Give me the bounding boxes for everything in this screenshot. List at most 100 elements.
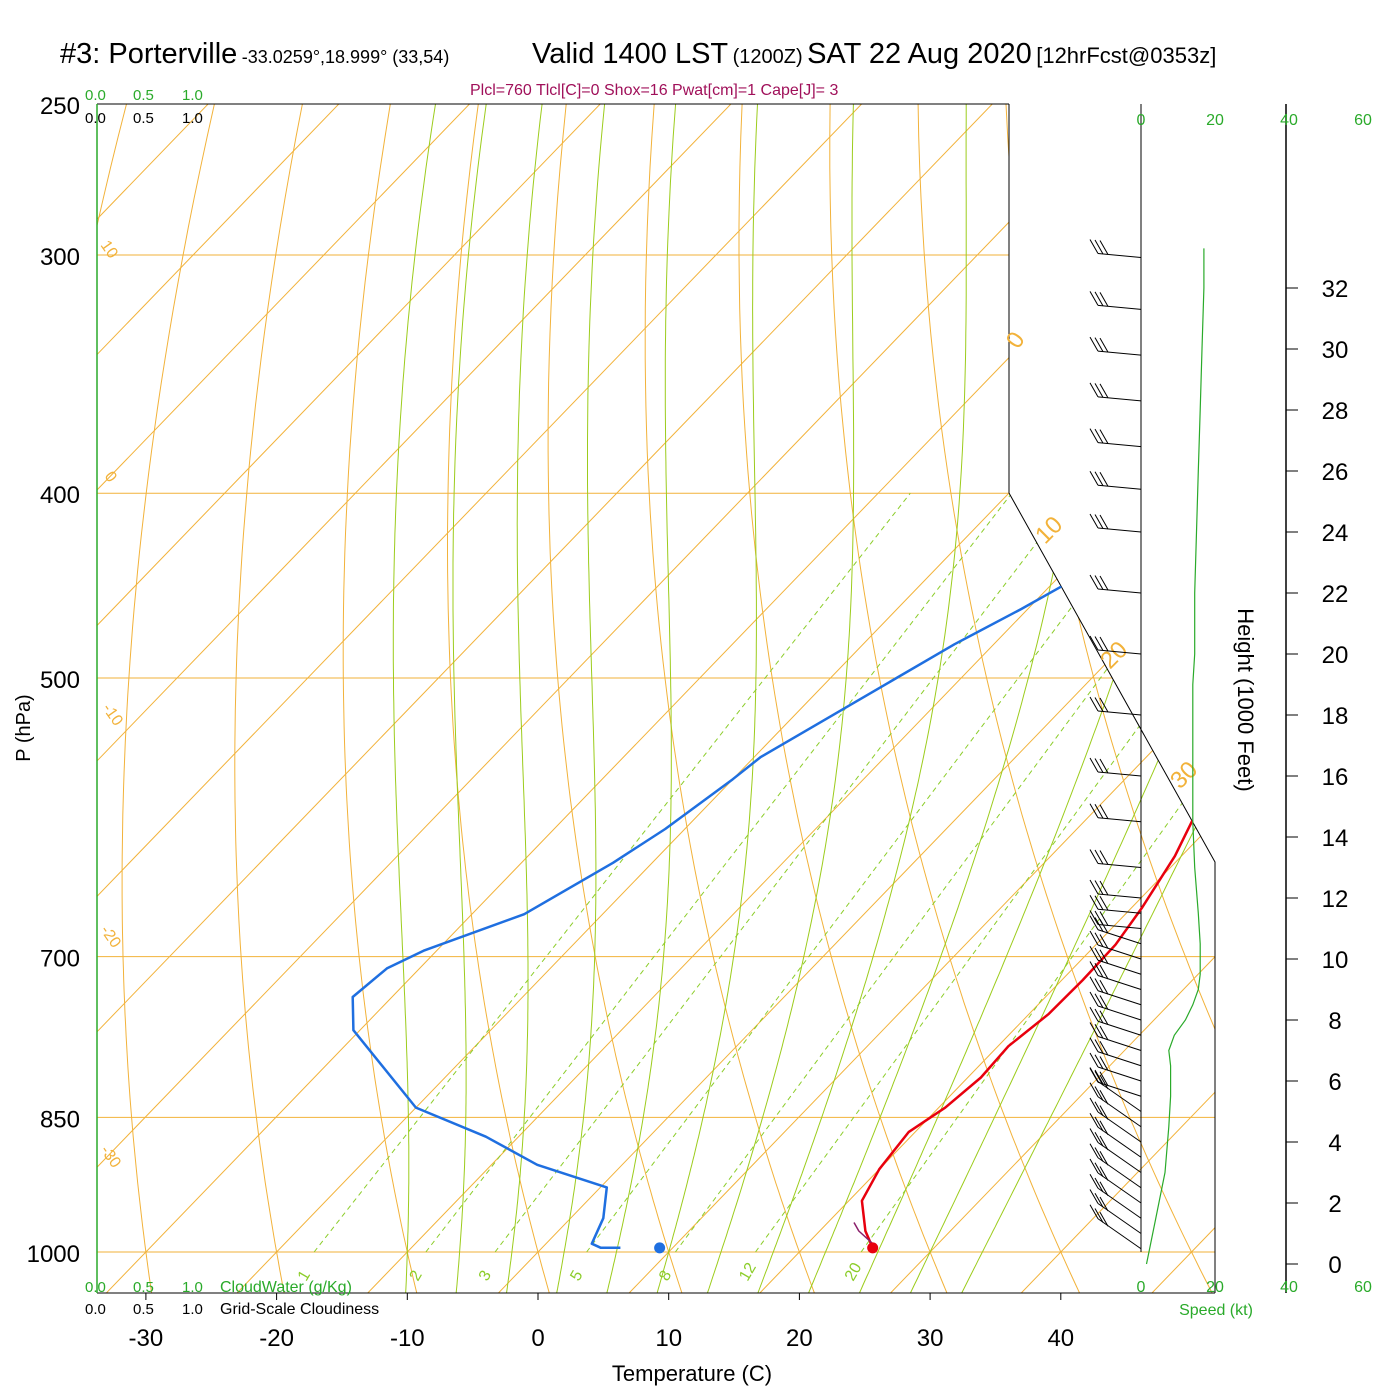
wind-barb (1089, 961, 1142, 990)
wind-barb (1089, 1158, 1142, 1204)
isotherm-label: -10 (99, 701, 126, 730)
dry-adiabat-line (644, 104, 827, 1293)
cloudiness-tick-label-bottom: 0.0 (85, 1301, 106, 1318)
wind-barb (1089, 1189, 1142, 1234)
wind-barb (1089, 471, 1142, 490)
dry-adiabat-line (234, 104, 310, 1293)
wind-barb (1089, 1204, 1142, 1250)
cloudiness-tick-label-bottom: 0.5 (133, 1301, 154, 1318)
temperature-profile-line (860, 120, 1215, 1249)
speed-tick-label-bottom: 20 (1206, 1279, 1224, 1296)
height-tick-label: 6 (1328, 1069, 1341, 1096)
isotherm-line (97, 104, 895, 1293)
wind-barb (1089, 1097, 1142, 1143)
height-axis-label: Height (1000 Feet) (1233, 608, 1258, 791)
isotherm-label: 0 (1001, 327, 1031, 353)
dry-adiabat-line (1352, 70, 1400, 1323)
valid-date: SAT 22 Aug 2020 (807, 38, 1032, 70)
mixing-ratio-line (860, 492, 1215, 1253)
isotherm-line (730, 104, 1215, 1293)
height-tick-label: 2 (1328, 1191, 1341, 1218)
wind-barb (1089, 574, 1142, 594)
moist-adiabat-line (945, 104, 1215, 1293)
moist-adiabat-line (696, 104, 855, 1293)
wind-barb (1089, 1037, 1142, 1067)
wind-barb (1089, 895, 1142, 914)
wind-barb (1089, 1067, 1142, 1112)
wind-barb (1089, 946, 1142, 975)
moist-adiabat-line (452, 104, 492, 1293)
wind-barb (1089, 803, 1142, 823)
wind-speed-profile (1145, 248, 1205, 1265)
speed-tick-label-top: 20 (1206, 112, 1224, 129)
wind-barb (1089, 1007, 1142, 1036)
height-tick-label: 12 (1322, 886, 1349, 913)
wind-barb (1089, 336, 1142, 356)
temperature-tick-label: 40 (1047, 1325, 1074, 1352)
cloudwater-tick-label-bottom: 1.0 (182, 1279, 203, 1296)
height-tick-label: 4 (1328, 1130, 1341, 1157)
cloudwater-tick-label-bottom: 0.5 (133, 1279, 154, 1296)
cloudiness-tick-label-top: 0.0 (85, 110, 106, 127)
wind-barb (1089, 1174, 1142, 1219)
isotherm-line (97, 104, 764, 1293)
wind-barb (1089, 849, 1142, 868)
temperature-tick-label: 10 (655, 1325, 682, 1352)
cloudwater-tick-label-top: 0.0 (85, 87, 106, 104)
pressure-tick-label: 850 (40, 1106, 80, 1133)
isotherm-line (338, 104, 1215, 1293)
isotherm-label: 30 (1165, 756, 1203, 794)
isotherm-label: -30 (97, 1143, 124, 1172)
surface-dewpoint-point (654, 1242, 666, 1254)
speed-tick-label-top: 60 (1354, 112, 1372, 129)
mixing-ratio-label: 2 (407, 1268, 426, 1284)
pressure-tick-label: 300 (40, 244, 80, 271)
cloudwater-tick-label-top: 1.0 (182, 87, 203, 104)
height-tick-label: 20 (1322, 642, 1349, 669)
height-tick-label: 28 (1322, 398, 1349, 425)
height-tick-label: 30 (1322, 337, 1349, 364)
valid-time: Valid 1400 LST (1200Z) SAT 22 Aug 2020 [… (532, 38, 1216, 71)
surface-temperature-point (867, 1242, 879, 1254)
moist-adiabat-line (647, 104, 760, 1293)
isotherm-line (97, 104, 1026, 1293)
chart-title: #3: Porterville -33.0259°,18.999° (33,54… (60, 38, 449, 71)
moist-adiabat-line (598, 104, 679, 1293)
cloudiness-tick-label-top: 0.5 (133, 110, 154, 127)
sounding-params: Plcl=760 Tlcl[C]=0 Shox=16 Pwat[cm]=1 Ca… (470, 82, 839, 99)
dry-adiabat-line (1178, 104, 1215, 1293)
height-tick-label: 8 (1328, 1008, 1341, 1035)
station-name: #3: Porterville (60, 38, 238, 70)
isotherm-line (599, 104, 1215, 1293)
mixing-ratio-label: 5 (567, 1268, 586, 1284)
wind-barb (1089, 1052, 1142, 1082)
pressure-tick-label: 500 (40, 667, 80, 694)
wind-barb (1089, 239, 1142, 258)
isotherm-line (97, 104, 372, 1293)
dry-adiabat-line (342, 104, 425, 1293)
wind-barb (1089, 930, 1142, 960)
isotherm-line (97, 104, 634, 1293)
wind-barb (1089, 1143, 1142, 1189)
cloudiness-tick-label-bottom: 1.0 (182, 1301, 203, 1318)
mixing-ratio-line (674, 492, 1215, 1253)
wind-barb (1089, 1128, 1142, 1173)
wind-barb (1089, 1113, 1142, 1158)
wind-barb (1089, 513, 1142, 533)
mixing-ratio-label: 20 (842, 1260, 866, 1284)
temperature-axis-label: Temperature (C) (612, 1361, 772, 1386)
height-tick-label: 10 (1322, 947, 1349, 974)
height-tick-label: 0 (1328, 1252, 1341, 1279)
wind-barb (1089, 1082, 1142, 1128)
temperature-tick-label: 0 (531, 1325, 544, 1352)
dry-adiabat-line (829, 104, 1095, 1293)
height-tick-label: 22 (1322, 581, 1349, 608)
dry-adiabat-line (547, 104, 693, 1293)
isotherm-line (991, 104, 1215, 1293)
height-tick-label: 14 (1322, 825, 1349, 852)
valid-zulu: (1200Z) (732, 46, 803, 68)
height-tick-label: 32 (1322, 276, 1349, 303)
speed-tick-label-top: 0 (1137, 112, 1146, 129)
mixing-ratio-label: 3 (476, 1268, 495, 1284)
dry-adiabat-line (121, 104, 223, 1293)
